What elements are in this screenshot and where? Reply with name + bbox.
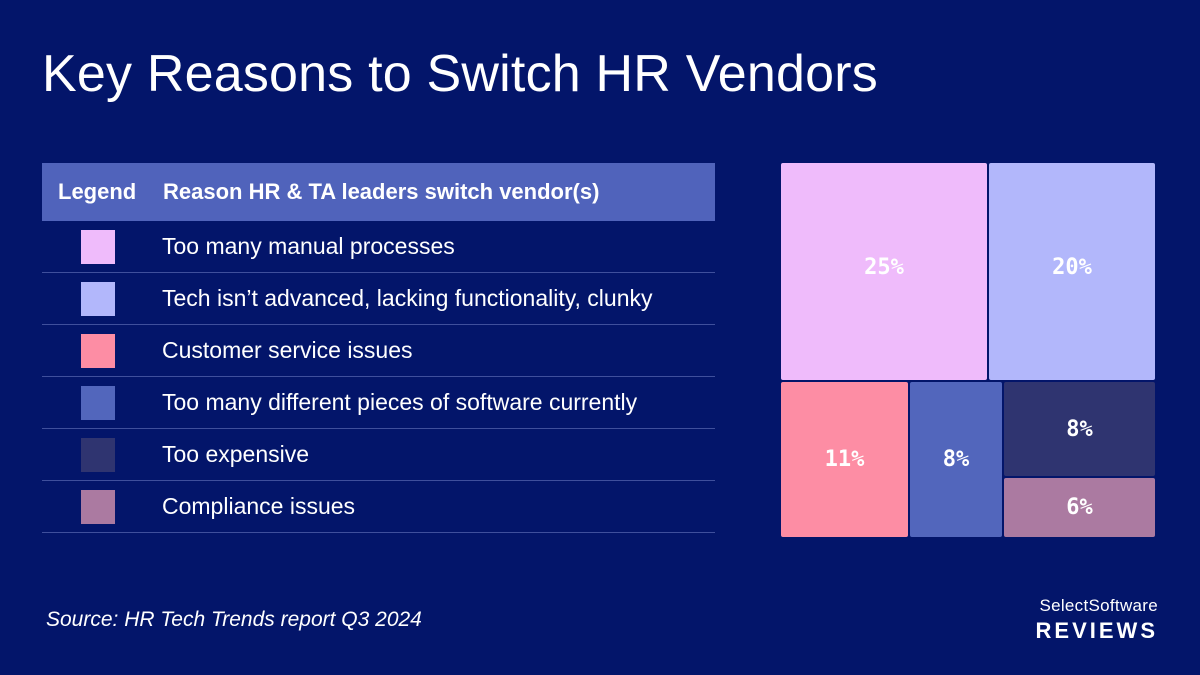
legend-table: Legend Reason HR & TA leaders switch ven… — [42, 163, 715, 533]
legend-label: Too expensive — [162, 441, 310, 467]
treemap-tile: 8% — [1004, 382, 1155, 476]
legend-swatch-cell — [42, 333, 152, 368]
legend-label: Compliance issues — [162, 493, 356, 519]
treemap-tile: 11% — [781, 382, 908, 537]
legend-swatch-cell — [42, 229, 152, 264]
brand-line1: SelectSoftware — [1039, 596, 1158, 615]
source-note: Source: HR Tech Trends report Q3 2024 — [46, 608, 422, 631]
legend-header-reason: Reason HR & TA leaders switch vendor(s) — [163, 179, 600, 204]
legend-row: Too expensive — [42, 429, 715, 481]
legend-swatch — [81, 385, 115, 420]
legend-header-legend: Legend — [58, 179, 137, 204]
treemap-tile: 6% — [1004, 478, 1155, 537]
legend-rows: Too many manual processes Tech isn’t adva… — [42, 221, 715, 533]
legend-row: Tech isn’t advanced, lacking functionali… — [42, 273, 715, 325]
legend-swatch — [81, 281, 115, 316]
legend-label: Customer service issues — [162, 337, 413, 363]
treemap-tile: 20% — [989, 163, 1155, 380]
legend-swatch-cell — [42, 281, 152, 316]
legend-swatch — [81, 229, 115, 264]
legend-swatch — [81, 489, 115, 524]
legend-header: Legend Reason HR & TA leaders switch ven… — [42, 163, 715, 221]
legend-swatch — [81, 333, 115, 368]
legend-row: Compliance issues — [42, 481, 715, 533]
legend-row: Customer service issues — [42, 325, 715, 377]
legend-row: Too many different pieces of software cu… — [42, 377, 715, 429]
chart-title: Key Reasons to Switch HR Vendors — [42, 45, 878, 103]
treemap-tile: 8% — [910, 382, 1002, 537]
legend-label: Too many different pieces of software cu… — [162, 389, 638, 415]
legend-label: Too many manual processes — [162, 233, 455, 259]
legend-swatch-cell — [42, 437, 152, 472]
legend-label: Tech isn’t advanced, lacking functionali… — [162, 285, 653, 311]
legend-row: Too many manual processes — [42, 221, 715, 273]
treemap: 25% 20% 11% 8% 8% 6% — [781, 163, 1155, 537]
brand-logo: SelectSoftware REVIEWS — [1036, 596, 1158, 644]
treemap-tile: 25% — [781, 163, 987, 380]
legend-swatch-cell — [42, 385, 152, 420]
brand-line2: REVIEWS — [1035, 618, 1158, 643]
legend-swatch-cell — [42, 489, 152, 524]
legend-swatch — [81, 437, 115, 472]
